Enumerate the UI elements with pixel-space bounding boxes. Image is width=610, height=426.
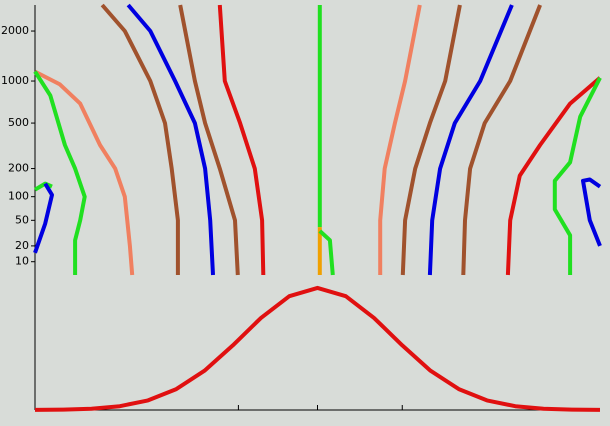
series-line [126,3,215,276]
series-line [378,4,422,275]
series-line [34,285,601,412]
series-line [552,76,602,275]
series-line [400,4,462,276]
y-tick-label: 500 [8,116,29,129]
y-tick-label: 50 [15,213,29,226]
series-line [318,229,335,276]
series-line [178,4,240,276]
series-line [100,3,180,275]
y-tick-label: 20 [15,239,29,252]
y-tick-label: 200 [8,162,29,175]
series-line [217,4,266,276]
series-line [461,4,542,276]
y-tick-label: 100 [8,190,29,203]
series-line [505,76,602,276]
series-line [33,182,54,254]
y-tick-label: 2000 [1,24,29,37]
series-line [34,69,135,276]
series-line [427,4,514,276]
y-tick-label: 1000 [1,74,29,87]
series-line [33,70,87,275]
y-tick-label: 10 [15,255,29,268]
series-line [581,177,602,247]
